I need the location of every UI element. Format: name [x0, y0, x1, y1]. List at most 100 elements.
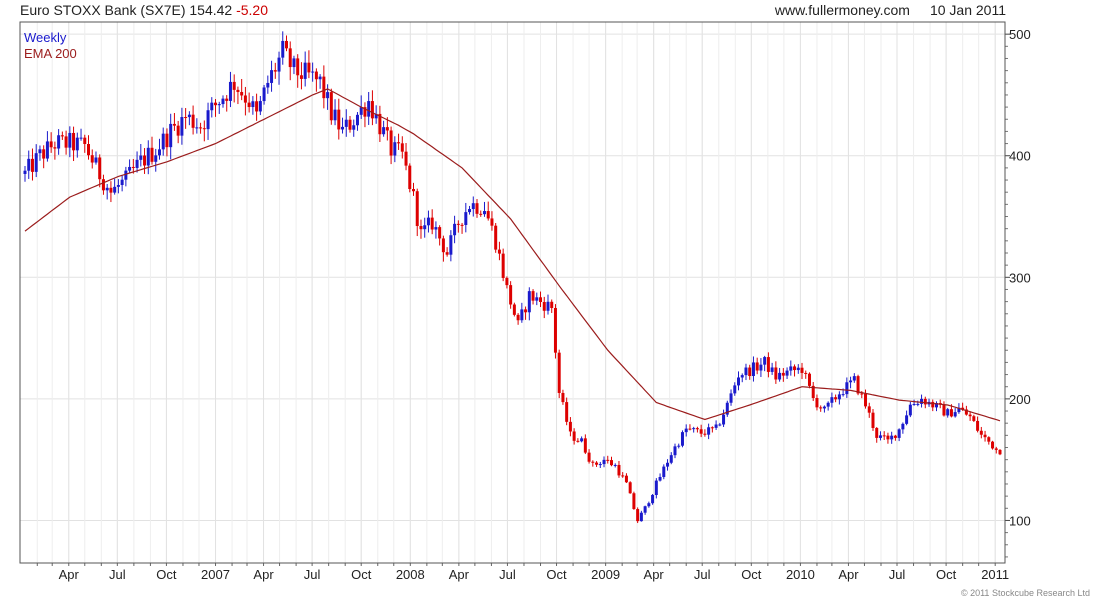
- candle-body: [445, 252, 449, 255]
- candle-body: [714, 424, 718, 428]
- candle-body: [214, 102, 218, 106]
- candle-body: [994, 448, 998, 450]
- x-tick-label: 2011: [981, 567, 1009, 582]
- candle-body: [352, 125, 356, 130]
- candle-body: [191, 114, 195, 128]
- candle-body: [733, 385, 737, 394]
- candle-body: [299, 75, 303, 79]
- candle-body: [225, 98, 229, 101]
- candle-body: [124, 170, 128, 180]
- y-tick-label: 500: [1009, 27, 1031, 42]
- candle-body: [654, 480, 658, 495]
- candle-body: [415, 191, 419, 227]
- candle-body: [434, 227, 438, 230]
- x-tick-label: Oct: [741, 567, 762, 582]
- candle-body: [755, 362, 759, 371]
- candle-body: [116, 185, 120, 187]
- chart-date: 10 Jan 2011: [929, 2, 1006, 18]
- candle-body: [561, 392, 565, 403]
- change-value: -5.20: [236, 2, 268, 18]
- x-tick-label: Apr: [644, 567, 665, 582]
- candle-body: [72, 132, 76, 151]
- x-tick-label: Jul: [694, 567, 711, 582]
- candle-body: [524, 309, 528, 313]
- candle-body: [397, 142, 401, 144]
- candle-body: [169, 123, 173, 148]
- candle-body: [785, 370, 789, 376]
- candle-body: [890, 435, 894, 440]
- candle-body: [150, 147, 154, 162]
- candle-body: [176, 125, 180, 136]
- x-tick-label: Jul: [109, 567, 126, 582]
- candle-body: [781, 372, 785, 376]
- axis-layer: 100 200 300 400 500 Apr Jul Oct 2007 Apr Jul Oct 200…: [19, 21, 1031, 582]
- candle-body: [139, 155, 143, 160]
- candle-body: [587, 452, 591, 462]
- candle-body: [535, 297, 539, 301]
- candle-body: [247, 102, 251, 108]
- x-tick-label: Apr: [449, 567, 470, 582]
- chart-title: Euro STOXX Bank (SX7E) 154.42 -5.20: [20, 2, 268, 18]
- candle-body: [617, 464, 621, 476]
- candle-body: [766, 357, 770, 372]
- candle-body: [326, 92, 330, 99]
- candle-body: [143, 155, 147, 166]
- candle-body: [703, 433, 707, 435]
- candle-body: [438, 227, 442, 239]
- candle-body: [322, 76, 326, 99]
- candle-body: [748, 367, 752, 377]
- candle-body: [860, 393, 864, 395]
- candle-body: [595, 462, 599, 465]
- header-right: www.fullermoney.com 10 Jan 2011: [775, 2, 1006, 18]
- candle-body: [882, 435, 886, 437]
- candle-body: [60, 135, 64, 137]
- candle-body: [42, 149, 46, 159]
- candle-body: [389, 130, 393, 156]
- site-link[interactable]: www.fullermoney.com: [774, 2, 910, 18]
- candle-body: [109, 187, 113, 193]
- candle-body: [916, 403, 920, 405]
- candle-body: [180, 117, 184, 136]
- candle-body: [101, 179, 105, 191]
- candle-body: [490, 218, 494, 226]
- candle-body: [539, 297, 543, 303]
- candle-body: [27, 158, 31, 171]
- candle-body: [804, 372, 808, 374]
- candle-body: [751, 362, 755, 377]
- candle-body: [135, 159, 139, 168]
- candle-body: [987, 437, 991, 442]
- grid-layer: [20, 22, 1005, 563]
- candle-body: [468, 209, 472, 213]
- candle-body: [516, 314, 520, 321]
- candle-body: [464, 212, 468, 225]
- y-tick-label: 300: [1009, 270, 1031, 285]
- instrument-label: Euro STOXX Bank (SX7E) 154.42: [20, 2, 233, 18]
- candle-body: [49, 141, 53, 148]
- candle-body: [979, 430, 983, 435]
- candle-body: [972, 416, 976, 421]
- candle-body: [598, 464, 602, 466]
- candle-body: [875, 427, 879, 438]
- candle-body: [856, 376, 860, 394]
- candle-body: [210, 102, 214, 111]
- candle-body: [639, 512, 643, 522]
- candle-body: [23, 170, 27, 174]
- candle-body: [348, 119, 352, 130]
- candle-body: [834, 397, 838, 400]
- candle-body: [53, 147, 57, 149]
- x-tick-label: 2008: [396, 567, 425, 582]
- candle-body: [57, 135, 61, 149]
- candle-body: [146, 147, 150, 166]
- candle-body: [841, 394, 845, 396]
- candle-body: [157, 149, 161, 156]
- candle-body: [632, 493, 636, 510]
- candle-body: [423, 225, 427, 230]
- candle-body: [486, 211, 490, 219]
- plot-frame: [19, 21, 1006, 564]
- candle-body: [161, 133, 165, 150]
- candle-body: [826, 402, 830, 407]
- price-bars: [23, 31, 1002, 524]
- candle-body: [800, 367, 804, 373]
- candle-body: [374, 113, 378, 119]
- candle-body: [807, 373, 811, 386]
